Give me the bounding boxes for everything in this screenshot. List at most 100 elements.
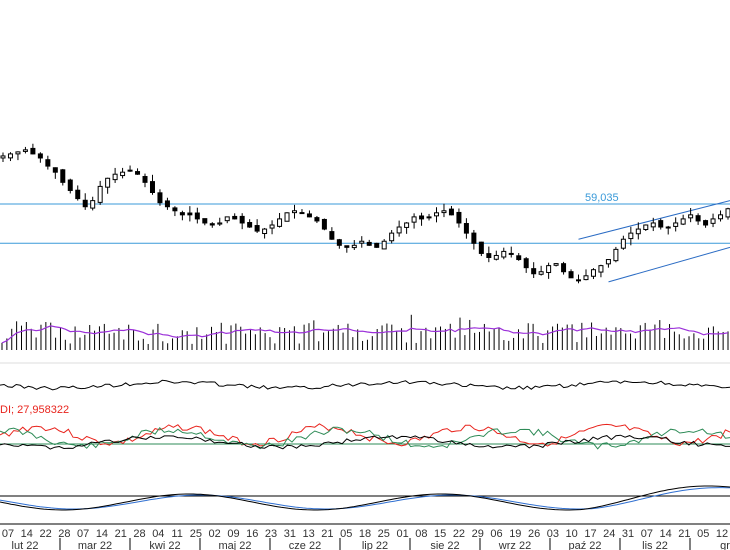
candle	[695, 213, 701, 225]
x-tick-label: 13	[303, 528, 315, 540]
x-tick-label: 14	[96, 528, 108, 540]
volume-pane	[1, 314, 729, 350]
candle-body	[374, 242, 380, 248]
candle-body	[523, 258, 529, 269]
candle	[291, 204, 297, 219]
candle	[336, 238, 342, 249]
candle-body	[22, 149, 28, 152]
candle-body	[60, 169, 66, 183]
candle	[374, 242, 380, 248]
candle-body	[291, 210, 297, 214]
x-tick-label: 21	[115, 528, 127, 540]
x-tick-label: 28	[58, 528, 70, 540]
candle	[22, 146, 28, 154]
candle-body	[239, 215, 245, 224]
candle	[224, 216, 230, 224]
month-label: sie 22	[430, 540, 459, 550]
candle	[187, 206, 193, 222]
candle	[0, 152, 6, 162]
candle	[448, 205, 454, 216]
candle	[194, 207, 200, 224]
candle-body	[703, 220, 709, 226]
candle	[718, 210, 724, 222]
x-tick-label: 07	[641, 528, 653, 540]
candle	[30, 143, 36, 155]
candle-body	[576, 279, 582, 282]
x-tick-label: 22	[453, 528, 465, 540]
candle	[157, 189, 163, 206]
candle-body	[695, 215, 701, 222]
candle-body	[344, 245, 350, 248]
candle	[613, 246, 619, 263]
candle-body	[269, 224, 275, 229]
candle-body	[135, 171, 141, 175]
candle-body	[142, 176, 148, 183]
di-label: DI; 27,958322	[0, 404, 69, 416]
candle	[306, 210, 312, 218]
candle-body	[15, 151, 21, 155]
x-tick-label: 08	[415, 528, 427, 540]
candle-body	[179, 212, 185, 216]
candle	[583, 269, 589, 281]
candle-body	[67, 179, 73, 191]
candle-body	[613, 248, 619, 262]
candle-body	[643, 224, 649, 231]
x-tick-label: 14	[660, 528, 672, 540]
candle	[553, 262, 559, 267]
candle	[471, 229, 477, 250]
candle	[643, 224, 649, 232]
candle	[97, 180, 103, 205]
month-label: lip 22	[362, 540, 388, 550]
candle	[329, 227, 335, 240]
x-tick-label: 07	[77, 528, 89, 540]
candle	[419, 212, 425, 226]
candle-body	[419, 215, 425, 220]
x-axis: 07 14 22 28 07 14 21 28 04 11 25 02 09 16 23 31 13 21 05 18…	[0, 523, 730, 550]
x-tick-label: 31	[622, 528, 634, 540]
x-tick-label: 14	[21, 528, 33, 540]
x-tick-label: 11	[171, 528, 182, 540]
candle	[239, 213, 245, 230]
candle	[135, 168, 141, 175]
x-tick-label: 18	[359, 528, 371, 540]
x-tick-label: 19	[509, 528, 521, 540]
candle	[314, 215, 320, 224]
candle-body	[284, 212, 290, 222]
candle	[262, 227, 268, 239]
candle	[105, 177, 111, 194]
level-label: 59,035	[585, 192, 619, 204]
candle	[501, 247, 507, 260]
candle-body	[366, 241, 372, 246]
candle	[277, 213, 283, 228]
candle-body	[314, 217, 320, 222]
candle-body	[30, 147, 36, 155]
channel-upper	[578, 200, 730, 240]
candle-body	[202, 218, 208, 224]
candle	[650, 217, 656, 232]
candle-body	[658, 220, 664, 228]
x-tick-label: 02	[209, 528, 221, 540]
candle-body	[718, 214, 724, 220]
candle	[441, 203, 447, 218]
candle-body	[463, 223, 469, 234]
candle	[463, 218, 469, 239]
candle-body	[471, 232, 477, 244]
candle	[179, 210, 185, 221]
candle	[120, 167, 126, 179]
candle-body	[725, 208, 730, 218]
candle	[658, 218, 664, 230]
candle	[523, 257, 529, 273]
candle	[590, 268, 596, 280]
candle	[164, 197, 170, 210]
candle	[60, 168, 66, 186]
candle	[703, 219, 709, 228]
candle-body	[381, 240, 387, 250]
month-label: maj 22	[218, 540, 251, 550]
candle	[37, 152, 43, 163]
candle-body	[434, 212, 440, 217]
x-tick-label: 05	[697, 528, 709, 540]
candle	[516, 253, 522, 261]
minus-di-line	[0, 423, 730, 447]
candle	[15, 151, 21, 161]
